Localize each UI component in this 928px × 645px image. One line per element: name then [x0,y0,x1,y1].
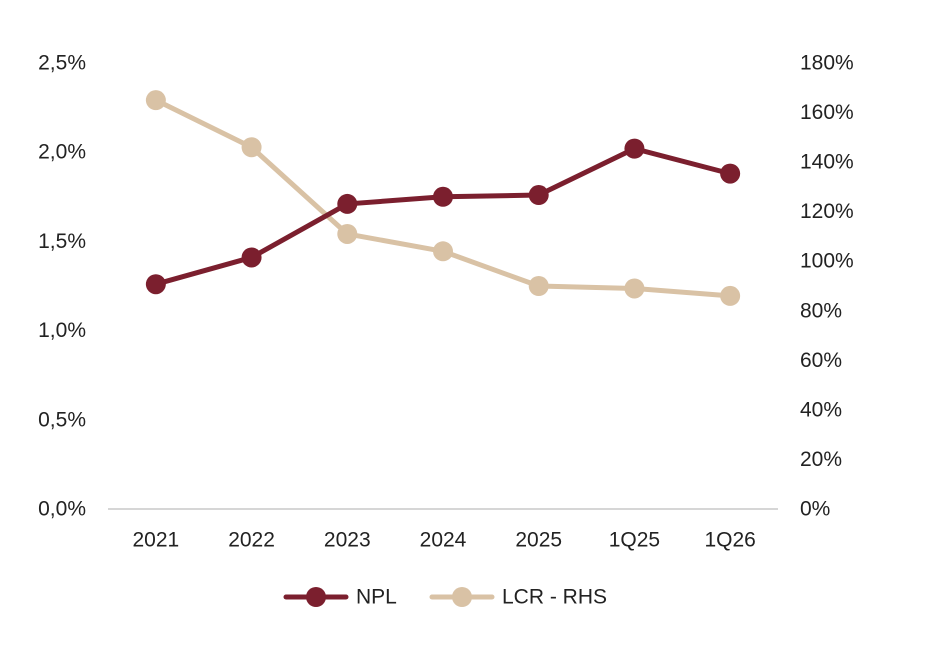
legend-label: LCR - RHS [502,586,607,609]
x-axis-tick-label: 2025 [515,529,562,552]
legend-swatch-marker [306,587,326,607]
series-lcr-rhs [145,90,741,306]
series-npl [145,138,741,295]
data-point-lcr-rhs [720,285,741,306]
x-axis-tick-label: 2024 [420,529,467,552]
left-axis-tick-label: 0,0% [38,498,86,521]
x-axis-tick-label: 1Q26 [704,529,755,552]
right-axis-tick-label: 0% [800,498,830,521]
legend-swatch-marker [452,587,472,607]
right-axis-tick-label: 160% [800,101,854,124]
right-axis-tick-label: 120% [800,200,854,223]
left-axis-tick-label: 2,5% [38,52,86,75]
data-point-lcr-rhs [624,278,645,299]
x-axis-tick-label: 2022 [228,529,275,552]
legend-item-lcr-rhs: LCR - RHS [429,586,607,609]
data-point-lcr-rhs [337,223,358,244]
series-line-npl [153,146,733,287]
x-axis-tick-label: 2023 [324,529,371,552]
right-axis-tick-label: 80% [800,299,842,322]
left-axis-tick-label: 2,0% [38,141,86,164]
legend: NPL LCR - RHS [283,586,607,609]
left-axis-tick-labels: 0,0% 0,5% 1,0% 1,5% 2,0% 2,5% [38,52,86,521]
data-point-npl [145,274,166,295]
x-axis-tick-label: 1Q25 [609,529,660,552]
right-axis-tick-label: 140% [800,151,854,174]
x-axis-tick-labels: 2021 2022 2023 2024 2025 1Q25 1Q26 [132,529,755,552]
left-axis-tick-label: 1,5% [38,230,86,253]
data-point-npl [624,138,645,159]
left-axis-tick-label: 0,5% [38,408,86,431]
right-axis-tick-label: 60% [800,349,842,372]
data-point-npl [337,193,358,214]
right-axis-tick-labels: 0% 20% 40% 60% 80% 100% 120% 140% 160% 180% [800,52,854,521]
right-axis-tick-label: 20% [800,448,842,471]
data-point-npl [241,247,262,268]
data-point-lcr-rhs [528,276,549,296]
right-axis-tick-label: 40% [800,398,842,421]
data-point-lcr-rhs [433,241,453,262]
left-axis-tick-label: 1,0% [38,319,86,342]
legend-item-npl: NPL [283,586,397,609]
data-point-lcr-rhs [145,90,166,111]
data-point-npl [720,163,741,184]
x-axis-tick-label: 2021 [132,529,179,552]
data-point-lcr-rhs [241,137,262,158]
legend-label: NPL [356,586,397,609]
plot-area [145,90,741,306]
data-point-npl [528,185,549,206]
right-axis-tick-label: 180% [800,52,854,75]
data-point-npl [433,186,453,207]
right-axis-tick-label: 100% [800,250,854,273]
